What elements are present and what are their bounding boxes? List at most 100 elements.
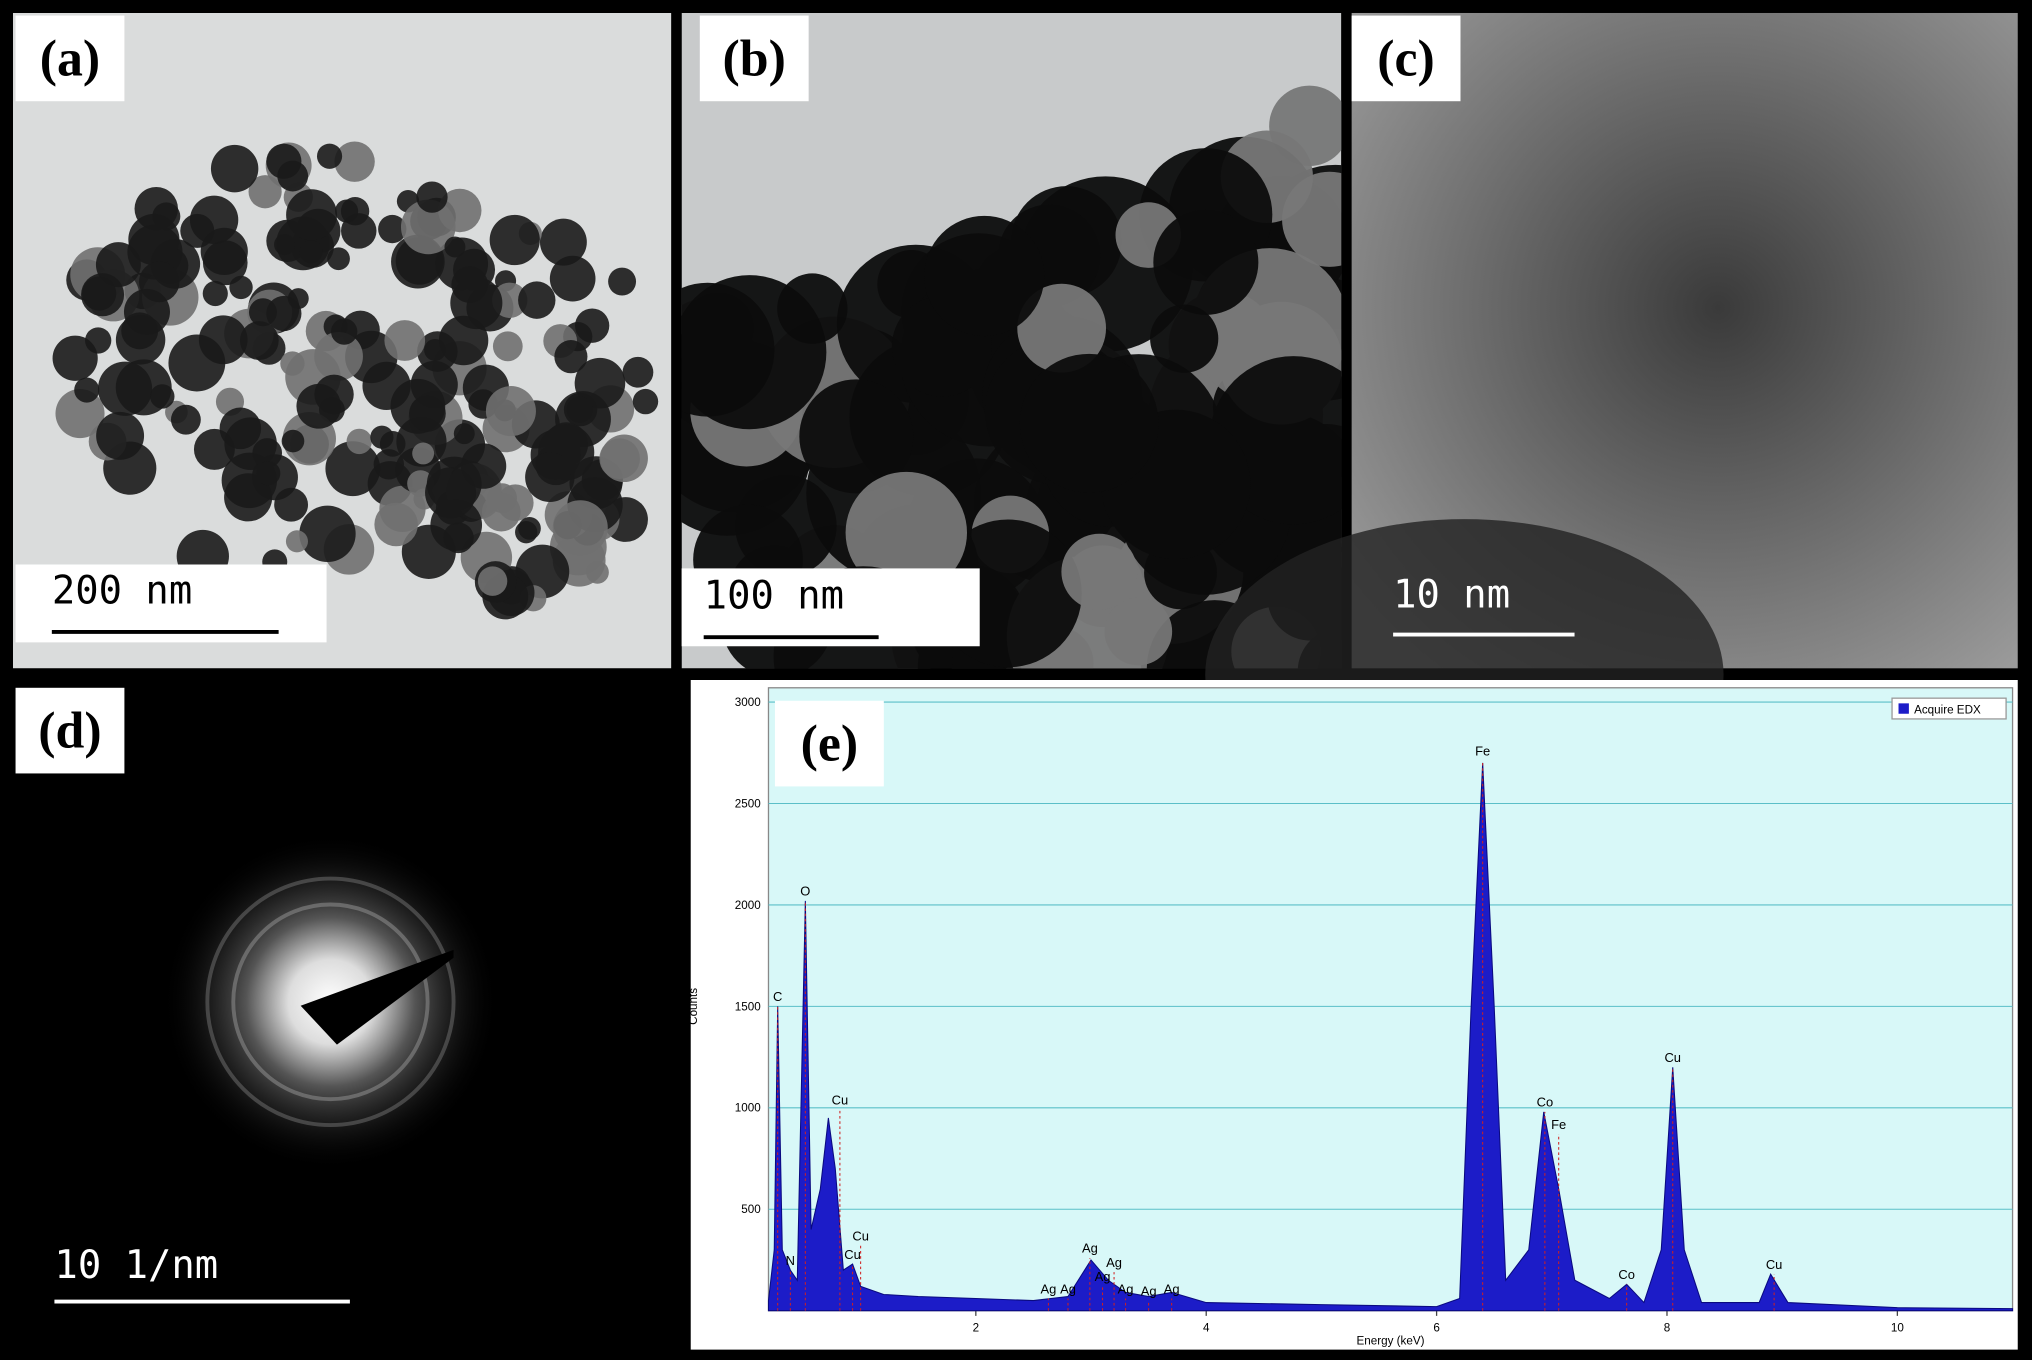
particle <box>325 441 381 497</box>
particle <box>239 321 279 360</box>
particle <box>281 429 305 453</box>
particle <box>346 428 372 455</box>
particle <box>277 160 309 192</box>
legend-box <box>1891 697 2007 720</box>
y-tick-label: 1000 <box>735 1102 761 1115</box>
particle <box>370 425 394 449</box>
particle <box>477 566 508 596</box>
particle <box>586 560 609 584</box>
label-box <box>699 15 809 102</box>
annotation: Fe <box>1551 1117 1566 1132</box>
annotation: Ag <box>1118 1281 1134 1296</box>
legend-swatch <box>1898 703 1909 714</box>
particle <box>608 267 637 296</box>
particle <box>400 199 456 255</box>
diffraction-image-d <box>12 677 674 1350</box>
label-box <box>15 15 125 102</box>
particle <box>549 255 596 302</box>
particle <box>1017 283 1107 373</box>
panel-labels: (a) 200 nm (b) 100 nm (c) 10 nm (d) 10 1/nm (e) <box>15 15 1575 1304</box>
particle <box>384 320 426 361</box>
panel-label: (a) <box>40 30 100 87</box>
annotation: Ag <box>1095 1269 1111 1284</box>
particle <box>845 471 968 594</box>
particle <box>252 438 283 468</box>
particle <box>96 411 145 460</box>
particle <box>299 505 356 563</box>
particle <box>280 351 305 376</box>
y-tick-label: 1500 <box>735 1000 761 1013</box>
particle <box>444 236 466 258</box>
particle <box>1150 304 1219 373</box>
scale-bar-label: 10 1/nm <box>54 1243 218 1288</box>
spectrum <box>767 762 2014 1312</box>
scale-bar-label: 10 nm <box>1393 572 1510 617</box>
label-box <box>774 700 884 787</box>
annotation: Cu <box>1766 1257 1783 1272</box>
particle <box>248 175 282 209</box>
particle <box>128 213 180 266</box>
particle <box>378 214 407 244</box>
x-tick-label: 10 <box>1891 1321 1904 1334</box>
particle <box>285 530 308 553</box>
particle <box>150 384 175 409</box>
tem-image-a <box>12 12 672 669</box>
particle <box>518 517 541 540</box>
particle <box>799 379 914 494</box>
particle <box>1104 597 1173 666</box>
x-tick-label: 2 <box>973 1321 979 1334</box>
particle <box>566 396 594 423</box>
particle <box>518 281 556 319</box>
panel-label: (d) <box>38 702 101 759</box>
plot-area <box>767 687 2014 1312</box>
particle <box>334 141 375 182</box>
particle <box>416 181 448 213</box>
particle <box>95 242 141 288</box>
particle <box>74 377 100 403</box>
annotation: Ag <box>1082 1241 1098 1256</box>
x-tick-label: 6 <box>1433 1321 1439 1334</box>
annotation: Cu <box>1664 1050 1681 1065</box>
particle <box>180 213 215 248</box>
annotation: N <box>786 1253 795 1268</box>
particle <box>777 273 848 344</box>
particle <box>170 404 201 435</box>
particle <box>202 240 248 286</box>
particle <box>412 442 435 465</box>
particle <box>525 452 575 502</box>
particle <box>554 340 588 374</box>
particle <box>335 199 359 223</box>
particle <box>314 331 363 381</box>
particle <box>574 308 610 343</box>
annotation: Ag <box>1106 1255 1122 1270</box>
particle <box>924 215 1045 337</box>
x-tick-label: 8 <box>1664 1321 1670 1334</box>
particle <box>1282 171 1342 267</box>
label-box <box>1351 15 1461 102</box>
particle <box>600 434 648 483</box>
scale-bar-box <box>15 564 327 643</box>
particle <box>286 189 338 241</box>
y-axis-label: Counts <box>687 988 700 1025</box>
particle <box>229 275 253 300</box>
particle <box>52 335 98 381</box>
particle <box>202 280 228 307</box>
particle <box>424 338 447 361</box>
annotation: Cu <box>852 1229 869 1244</box>
annotation: Cu <box>832 1093 849 1108</box>
annotation: O <box>800 884 810 899</box>
particle <box>331 318 358 345</box>
annotation: Ag <box>1164 1281 1180 1296</box>
annotation: Co <box>1618 1267 1635 1282</box>
panel-label: (b) <box>723 30 786 87</box>
annotation: C <box>773 989 782 1004</box>
annotation: Ag <box>1040 1281 1056 1296</box>
particle <box>274 234 296 256</box>
annotation: Co <box>1537 1095 1554 1110</box>
particle <box>485 386 536 437</box>
particle <box>274 487 309 522</box>
particle <box>492 331 523 362</box>
label-box <box>15 687 125 774</box>
